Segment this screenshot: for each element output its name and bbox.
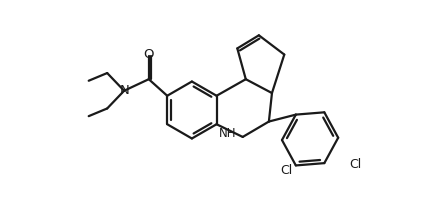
Text: NH: NH (218, 127, 236, 140)
Text: N: N (120, 84, 130, 97)
Text: O: O (144, 48, 154, 61)
Text: Cl: Cl (349, 158, 361, 171)
Text: Cl: Cl (280, 164, 293, 177)
